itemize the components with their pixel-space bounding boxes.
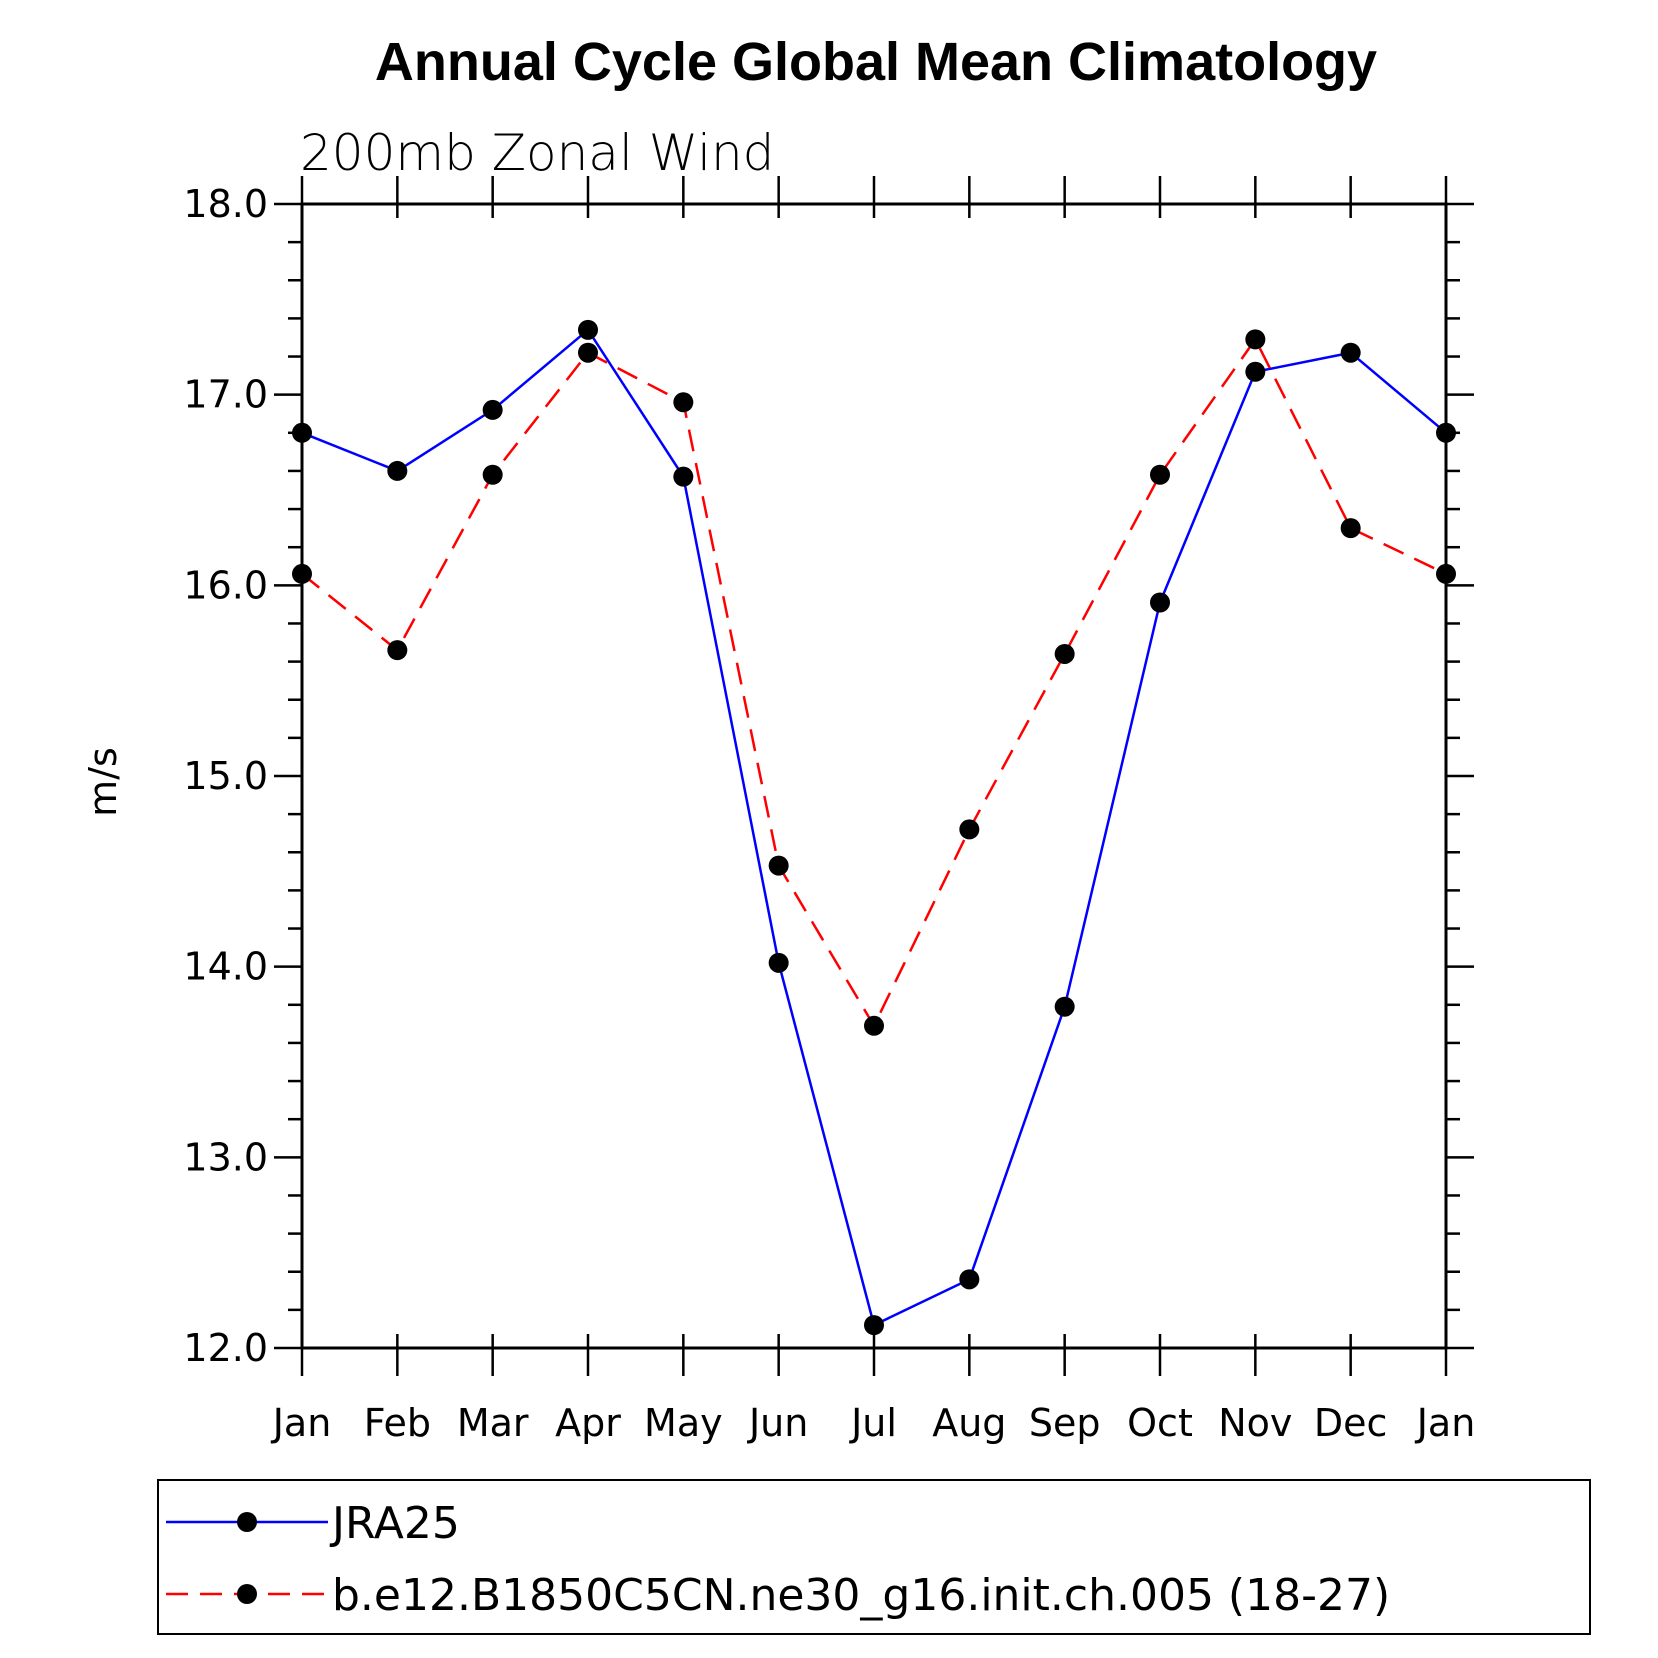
data-point	[1150, 592, 1170, 613]
data-point	[768, 855, 789, 876]
data-point	[1340, 518, 1361, 539]
legend-marker	[237, 1584, 257, 1604]
series-lines	[301, 327, 1447, 1327]
data-point	[387, 460, 408, 481]
chart-subtitle: 200mb Zonal Wind	[300, 124, 774, 182]
legend-label-0: JRA25	[329, 1498, 460, 1549]
data-point	[1245, 329, 1266, 350]
x-tick-label: Apr	[555, 1401, 621, 1445]
data-point	[673, 466, 694, 487]
data-point	[1054, 643, 1075, 664]
x-tick-label: Nov	[1218, 1401, 1292, 1445]
series-line-0	[301, 327, 1447, 1327]
y-axis-label: m/s	[81, 747, 125, 817]
data-point	[387, 640, 408, 661]
data-point	[292, 422, 312, 443]
series-line-1	[301, 336, 1447, 1029]
data-point	[1245, 361, 1266, 382]
y-tick-labels: 12.0 13.0 14.0 15.0 16.0 17.0 18.0	[183, 182, 268, 1370]
x-tick-label: Dec	[1314, 1401, 1388, 1445]
axis-ticks	[274, 176, 1474, 1376]
legend: JRA25 b.e12.B1850C5CN.ne30_g16.init.ch.00…	[166, 1498, 1390, 1621]
y-tick-label: 12.0	[183, 1326, 268, 1370]
data-point	[292, 563, 312, 584]
x-tick-label: Jun	[747, 1401, 808, 1445]
x-tick-label: Mar	[457, 1401, 529, 1445]
data-point	[578, 342, 598, 363]
data-point	[959, 819, 980, 840]
x-tick-label: Oct	[1127, 1401, 1193, 1445]
data-point	[959, 1269, 980, 1290]
data-point	[578, 319, 598, 340]
data-point	[1150, 464, 1170, 485]
x-tick-label: Jan	[271, 1401, 332, 1445]
y-tick-label: 13.0	[183, 1135, 268, 1179]
legend-box	[157, 1479, 1591, 1635]
data-point	[1436, 563, 1456, 584]
x-tick-label: Aug	[932, 1401, 1006, 1445]
data-point	[864, 1315, 884, 1336]
data-point	[482, 464, 503, 485]
x-tick-label: Jan	[1415, 1401, 1476, 1445]
y-tick-label: 14.0	[183, 945, 268, 989]
series-markers	[292, 319, 1456, 1336]
data-point	[1054, 996, 1075, 1017]
legend-marker	[237, 1512, 257, 1532]
data-point	[768, 952, 789, 973]
x-tick-label: Jul	[849, 1401, 897, 1445]
data-point	[864, 1015, 884, 1036]
chart-title: Annual Cycle Global Mean Climatology	[375, 32, 1377, 92]
y-tick-label: 16.0	[183, 563, 268, 607]
y-tick-label: 17.0	[183, 373, 268, 417]
data-point	[673, 392, 694, 413]
y-tick-label: 15.0	[183, 754, 268, 798]
plot-frame	[300, 202, 1448, 1350]
data-point	[482, 399, 503, 420]
y-tick-label: 18.0	[183, 182, 268, 226]
legend-label-1: b.e12.B1850C5CN.ne30_g16.init.ch.005 (18…	[332, 1570, 1390, 1621]
data-point	[1340, 342, 1361, 363]
x-tick-label: Feb	[364, 1401, 431, 1445]
data-point	[1436, 422, 1456, 443]
x-tick-labels: Jan Feb Mar Apr May Jun Jul Aug Sep Oct Nov Dec Jan	[271, 1401, 1476, 1445]
x-tick-label: Sep	[1029, 1401, 1101, 1445]
x-tick-label: May	[644, 1401, 723, 1445]
